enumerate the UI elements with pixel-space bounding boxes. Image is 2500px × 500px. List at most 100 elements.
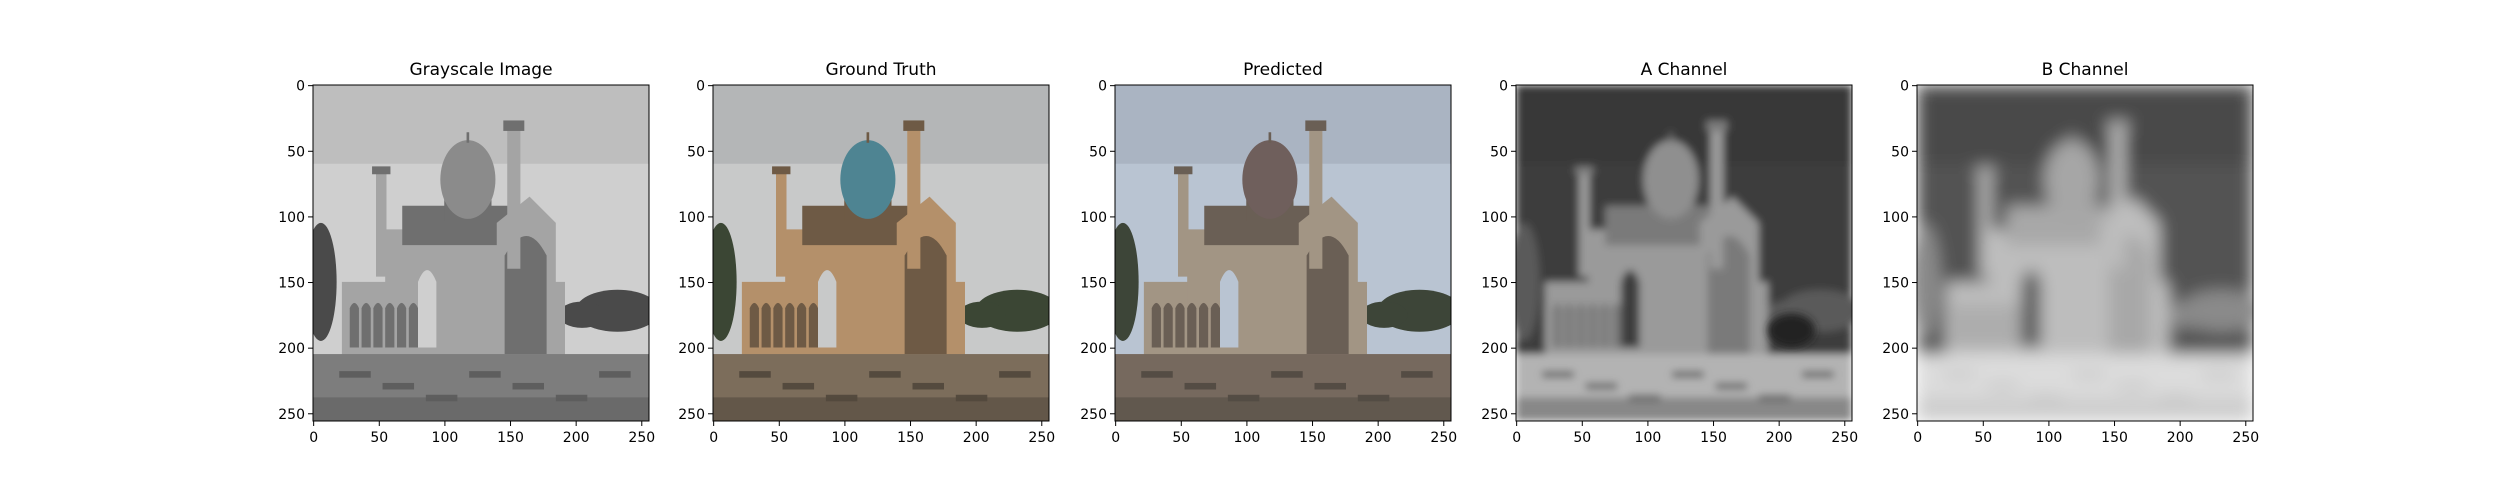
wing-window-4 [1989, 302, 1999, 348]
x-tick-label: 0 [1512, 430, 1521, 446]
wing-window-0 [373, 302, 383, 348]
y-tick-label: 200 [278, 341, 305, 357]
ruin-block-1 [739, 371, 771, 378]
doorway-3 [1621, 270, 1640, 348]
trees-left-0 [313, 222, 337, 341]
y-tick-label: 150 [1080, 276, 1107, 292]
trees-left-2 [1115, 222, 1139, 341]
panel-title: A Channel [1641, 60, 1728, 80]
minaret-right-0 [507, 124, 521, 269]
minaret-left-cap-3 [1575, 166, 1594, 175]
x-tick-label: 50 [1974, 430, 1992, 446]
y-tick-label: 100 [278, 210, 305, 226]
x-tick-label: 50 [370, 430, 388, 446]
y-tick-label: 50 [1891, 144, 1909, 160]
x-tick-label: 150 [897, 430, 924, 446]
axes-frame [1114, 84, 1452, 422]
wing-window-3 [1552, 302, 1562, 348]
x-tick-label: 150 [1299, 430, 1326, 446]
x-tick-label: 100 [2036, 430, 2063, 446]
image-b [1917, 85, 2253, 421]
minaret-left-cap-2 [1174, 166, 1193, 175]
x-tick-label: 100 [432, 430, 459, 446]
y-tick-label: 200 [1080, 341, 1107, 357]
y-tick-label: 100 [1080, 210, 1107, 226]
panel-title: Ground Truth [825, 60, 936, 80]
ruin-block-0 [599, 371, 631, 378]
ground-front-2 [1115, 397, 1451, 421]
dome-spire-1 [866, 132, 870, 143]
ruin-block-2 [1271, 371, 1303, 378]
axes-frame [712, 84, 1050, 422]
x-tick-label: 250 [1430, 430, 1457, 446]
wing-window-0 [385, 302, 395, 348]
wing-window-1 [761, 302, 771, 348]
x-tick-label: 200 [1365, 430, 1392, 446]
ruin-block-3 [1672, 371, 1704, 378]
x-tick-label: 200 [563, 430, 590, 446]
x-tick-label: 50 [1573, 430, 1591, 446]
y-tick-label: 0 [1900, 79, 1909, 95]
x-tick-label: 150 [497, 430, 524, 446]
wing-window-4 [2001, 302, 2011, 348]
wing-window-1 [808, 302, 818, 348]
ruin-block-4 [2116, 382, 2148, 390]
image-a [1516, 85, 1852, 421]
ruin-block-0 [382, 382, 415, 390]
wing-window-3 [1611, 302, 1621, 348]
ruin-block-2 [1401, 371, 1433, 378]
x-tick-label: 0 [309, 430, 318, 446]
trees-right-small-1 [958, 301, 1006, 328]
y-tick-label: 50 [1089, 144, 1107, 160]
wing-window-2 [1151, 302, 1161, 348]
minaret-right-cap-3 [1706, 120, 1728, 131]
ruin-block-0 [339, 371, 371, 378]
trees-left-4 [1917, 222, 1941, 341]
doorway-1 [818, 270, 837, 348]
minaret-left-cap-4 [1976, 166, 1995, 175]
doorway-4 [2022, 270, 2041, 348]
ruin-block-3 [1585, 382, 1618, 390]
x-tick-label: 250 [1028, 430, 1055, 446]
minaret-right-cap-2 [1305, 120, 1327, 131]
wing-window-0 [361, 302, 371, 348]
wing-window-4 [1965, 302, 1975, 348]
wing-window-1 [773, 302, 783, 348]
trees-right-small-2 [1360, 301, 1408, 328]
wing-window-0 [349, 302, 359, 348]
ground-front-3 [1516, 397, 1852, 421]
dark-blob [1768, 313, 1816, 348]
x-tick-label: 250 [2232, 430, 2259, 446]
trees-left-1 [713, 222, 737, 341]
ruin-block-1 [999, 371, 1031, 378]
wing-window-3 [1600, 302, 1610, 348]
ruin-block-3 [1542, 371, 1574, 378]
dome-2 [1242, 140, 1298, 219]
ruin-block-3 [1715, 382, 1747, 390]
doorway-2 [1220, 270, 1239, 348]
y-tick-label: 250 [1882, 407, 1909, 423]
x-tick-label: 0 [709, 430, 718, 446]
wing-window-2 [1163, 302, 1173, 348]
wing-window-1 [749, 302, 759, 348]
axes-frame [1515, 84, 1853, 422]
ruin-block-2 [1184, 382, 1217, 390]
ruin-block-4 [1986, 382, 2019, 390]
ruin-block-4 [1943, 371, 1975, 378]
ruin-block-0 [512, 382, 544, 390]
ground-front-1 [713, 397, 1049, 421]
image-truth [713, 85, 1049, 421]
dome-spire-0 [466, 132, 470, 143]
x-tick-label: 50 [1172, 430, 1190, 446]
wing-window-2 [1210, 302, 1220, 348]
minaret-right-cap-1 [903, 120, 925, 131]
wing-window-4 [2012, 302, 2022, 348]
y-tick-label: 50 [287, 144, 305, 160]
panel-title: Grayscale Image [409, 60, 552, 80]
minaret-left-cap-0 [372, 166, 391, 175]
x-tick-label: 200 [2167, 430, 2194, 446]
wing-window-4 [1977, 302, 1987, 348]
